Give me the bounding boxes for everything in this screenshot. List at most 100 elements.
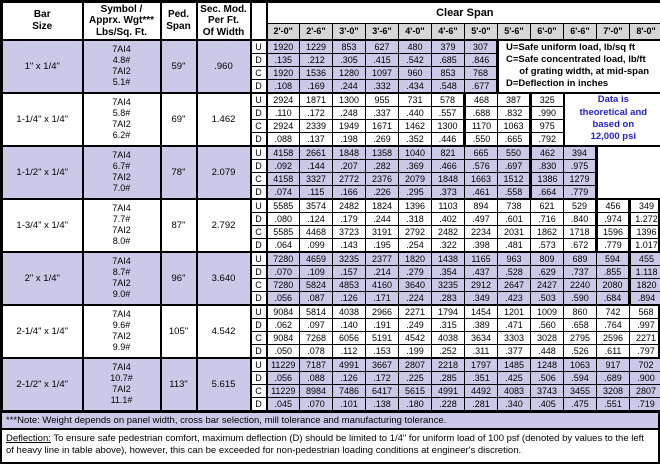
data-cell: .318 <box>399 212 432 225</box>
data-cell: .224 <box>399 291 432 305</box>
data-cell: .138 <box>366 397 399 410</box>
data-cell: .172 <box>300 106 333 119</box>
data-cell: 1949 <box>333 119 366 132</box>
data-cell: 2661 <box>300 146 333 160</box>
data-cell: .974 <box>597 212 630 225</box>
ped-span-cell: 96" <box>161 252 197 305</box>
data-cell: 1229 <box>300 40 333 54</box>
load-type-cell: U <box>251 358 267 372</box>
data-cell: 1.272 <box>630 212 660 225</box>
data-cell: 5585 <box>267 199 300 213</box>
data-cell: 387 <box>498 93 531 107</box>
header-symbol-weight: Symbol / Apprx. Wgt*** Lbs/Sq. Ft. <box>83 3 161 40</box>
data-cell: 3634 <box>465 331 498 344</box>
data-cell: 1862 <box>531 225 564 238</box>
data-cell: 2966 <box>366 305 399 319</box>
data-cell: 2339 <box>300 119 333 132</box>
data-cell: 5615 <box>399 384 432 397</box>
load-type-cell: C <box>251 225 267 238</box>
data-cell: 2271 <box>399 305 432 319</box>
data-cell: 1300 <box>333 93 366 107</box>
data-cell: 3574 <box>300 199 333 213</box>
table-row: 1-1/4" x 1/4"7AI4 5.8# 7AI2 6.2#69"1.462… <box>3 93 660 107</box>
data-cell: .840 <box>564 212 597 225</box>
span-header: 6'-0" <box>531 24 564 40</box>
data-cell: .340 <box>498 397 531 410</box>
symbol-weight-cell: 7AI4 7.7# 7AI2 8.0# <box>83 199 161 252</box>
bar-size-cell: 2" x 1/4" <box>3 252 83 305</box>
bar-size-cell: 1-1/2" x 1/4" <box>3 146 83 199</box>
data-cell: .108 <box>267 79 300 93</box>
load-type-cell: D <box>251 371 267 384</box>
data-cell: 853 <box>432 66 465 79</box>
data-cell: .471 <box>498 318 531 331</box>
data-cell: 4659 <box>300 252 333 266</box>
data-cell: 349 <box>630 199 660 213</box>
data-cell: 2218 <box>432 358 465 372</box>
data-cell: 1536 <box>300 66 333 79</box>
span-header: 8'-0" <box>630 24 660 40</box>
data-cell: .573 <box>531 238 564 252</box>
data-cell: .611 <box>597 344 630 358</box>
data-cell: .070 <box>267 265 300 278</box>
data-cell: .475 <box>564 397 597 410</box>
symbol-weight-cell: 7AI4 5.8# 7AI2 6.2# <box>83 93 161 146</box>
table-row: 1-1/2" x 1/4"7AI4 6.7# 7AI2 7.0#78"2.079… <box>3 146 660 160</box>
data-cell: 4038 <box>333 305 366 319</box>
data-cell: .542 <box>399 53 432 66</box>
data-cell: .254 <box>399 238 432 252</box>
data-cell: .665 <box>498 132 531 146</box>
data-cell: .672 <box>564 238 597 252</box>
data-cell: 4492 <box>465 384 498 397</box>
load-type-cell: D <box>251 106 267 119</box>
data-cell: 468 <box>465 93 498 107</box>
data-cell: 4991 <box>432 384 465 397</box>
data-cell: .497 <box>465 212 498 225</box>
data-cell: 8984 <box>300 384 333 397</box>
data-cell: .214 <box>366 265 399 278</box>
data-cell: 11229 <box>267 358 300 372</box>
data-cell: .550 <box>465 132 498 146</box>
data-cell: 7280 <box>267 252 300 266</box>
data-cell: .894 <box>630 291 660 305</box>
data-cell: 1040 <box>399 146 432 160</box>
data-cell: .688 <box>465 106 498 119</box>
data-cell: 1.017 <box>630 238 660 252</box>
data-cell: .135 <box>267 53 300 66</box>
data-cell: .719 <box>630 397 660 410</box>
sec-mod-cell: 2.792 <box>197 199 251 252</box>
data-cell: .664 <box>531 185 564 199</box>
table-row: 1-3/4" x 1/4"7AI4 7.7# 7AI2 8.0#87"2.792… <box>3 199 660 213</box>
load-type-cell: D <box>251 344 267 358</box>
data-cell: .279 <box>399 265 432 278</box>
data-cell: 4468 <box>300 225 333 238</box>
legend-box: U=Safe uniform load, lb/sq ft C=Safe con… <box>498 40 660 93</box>
data-cell: .369 <box>399 159 432 172</box>
data-cell: .440 <box>399 106 432 119</box>
table-row: 2-1/2" x 1/4"7AI4 10.7# 7AI2 11.1#113"5.… <box>3 358 660 372</box>
data-cell: .124 <box>300 212 333 225</box>
data-cell: .249 <box>399 318 432 331</box>
deflection-note: Deflection: To ensure safe pedestrian co… <box>2 428 658 463</box>
data-cell: 7268 <box>300 331 333 344</box>
data-cell: 894 <box>465 199 498 213</box>
data-cell: .846 <box>465 53 498 66</box>
data-cell: .548 <box>432 79 465 93</box>
span-header: 4'-0" <box>399 24 432 40</box>
symbol-weight-cell: 7AI4 8.7# 7AI2 9.0# <box>83 252 161 305</box>
data-cell: .088 <box>267 132 300 146</box>
data-cell: .144 <box>300 159 333 172</box>
load-type-cell: D <box>251 132 267 146</box>
data-cell: .244 <box>366 212 399 225</box>
data-cell: 529 <box>564 199 597 213</box>
header-bar-size: Bar Size <box>3 3 83 40</box>
data-cell: 394 <box>564 146 597 160</box>
ped-span-cell: 78" <box>161 146 197 199</box>
data-cell: .311 <box>465 344 498 358</box>
data-cell: 621 <box>531 199 564 213</box>
data-cell: 2377 <box>366 252 399 266</box>
data-cell: 3327 <box>300 172 333 185</box>
data-cell: .466 <box>432 159 465 172</box>
data-cell: .377 <box>498 344 531 358</box>
data-cell: 2772 <box>333 172 366 185</box>
